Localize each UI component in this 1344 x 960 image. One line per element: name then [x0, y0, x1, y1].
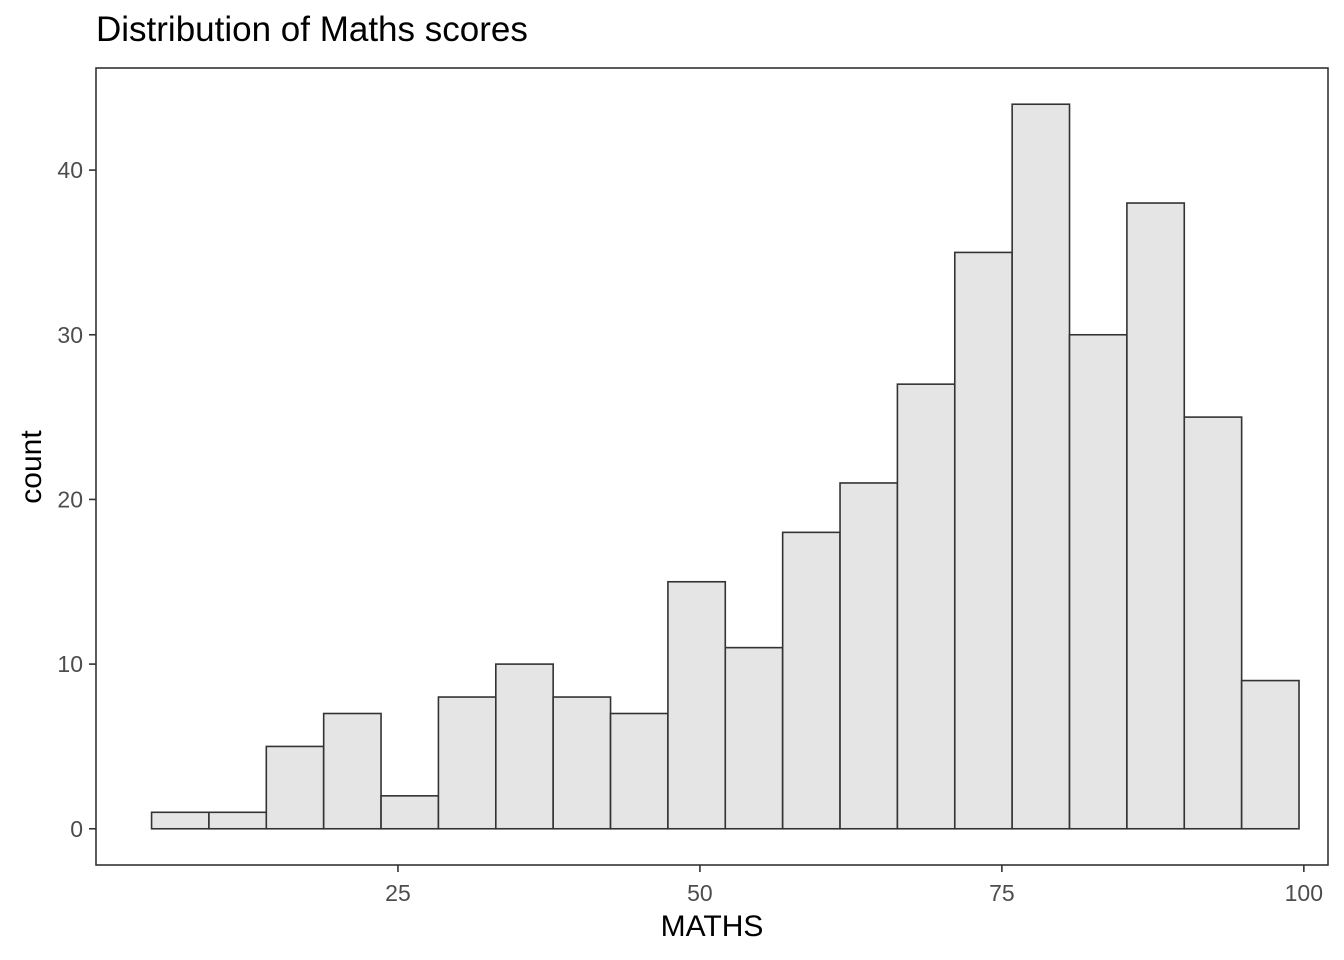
x-axis-title: MATHS	[660, 910, 764, 943]
y-tick-label: 20	[57, 486, 83, 512]
histogram-bar	[1126, 202, 1186, 830]
histogram-bar	[953, 251, 1013, 830]
chart-title: Distribution of Maths scores	[96, 10, 528, 49]
histogram-bar	[896, 383, 956, 830]
histogram-bar	[494, 663, 554, 830]
panel-border	[95, 67, 1329, 866]
y-tick-label: 40	[57, 157, 83, 183]
y-tick-label: 30	[57, 322, 83, 348]
histogram-bar	[150, 811, 210, 830]
x-tick-label: 100	[1285, 880, 1323, 906]
y-tick-label: 10	[57, 651, 83, 677]
y-tick-label: 0	[70, 816, 83, 842]
histogram-bar	[552, 696, 612, 830]
x-tick-label: 50	[687, 880, 713, 906]
histogram-bar	[1068, 333, 1128, 830]
histogram-bar	[1240, 679, 1300, 830]
histogram-bar	[380, 795, 440, 830]
histogram-bar	[724, 646, 784, 830]
histogram-bar	[322, 712, 382, 830]
histogram-bar	[265, 745, 325, 830]
x-tick-label: 25	[385, 880, 411, 906]
histogram-bar	[781, 531, 841, 830]
histogram-bar	[839, 482, 899, 830]
histogram-bar	[437, 696, 497, 830]
histogram-bar	[1183, 416, 1243, 830]
y-axis-title: count	[15, 430, 48, 504]
histogram-bar	[208, 811, 268, 830]
x-tick-label: 75	[989, 880, 1015, 906]
histogram-bar	[609, 712, 669, 830]
histogram-bar	[1011, 103, 1071, 830]
histogram-bar	[667, 580, 727, 830]
